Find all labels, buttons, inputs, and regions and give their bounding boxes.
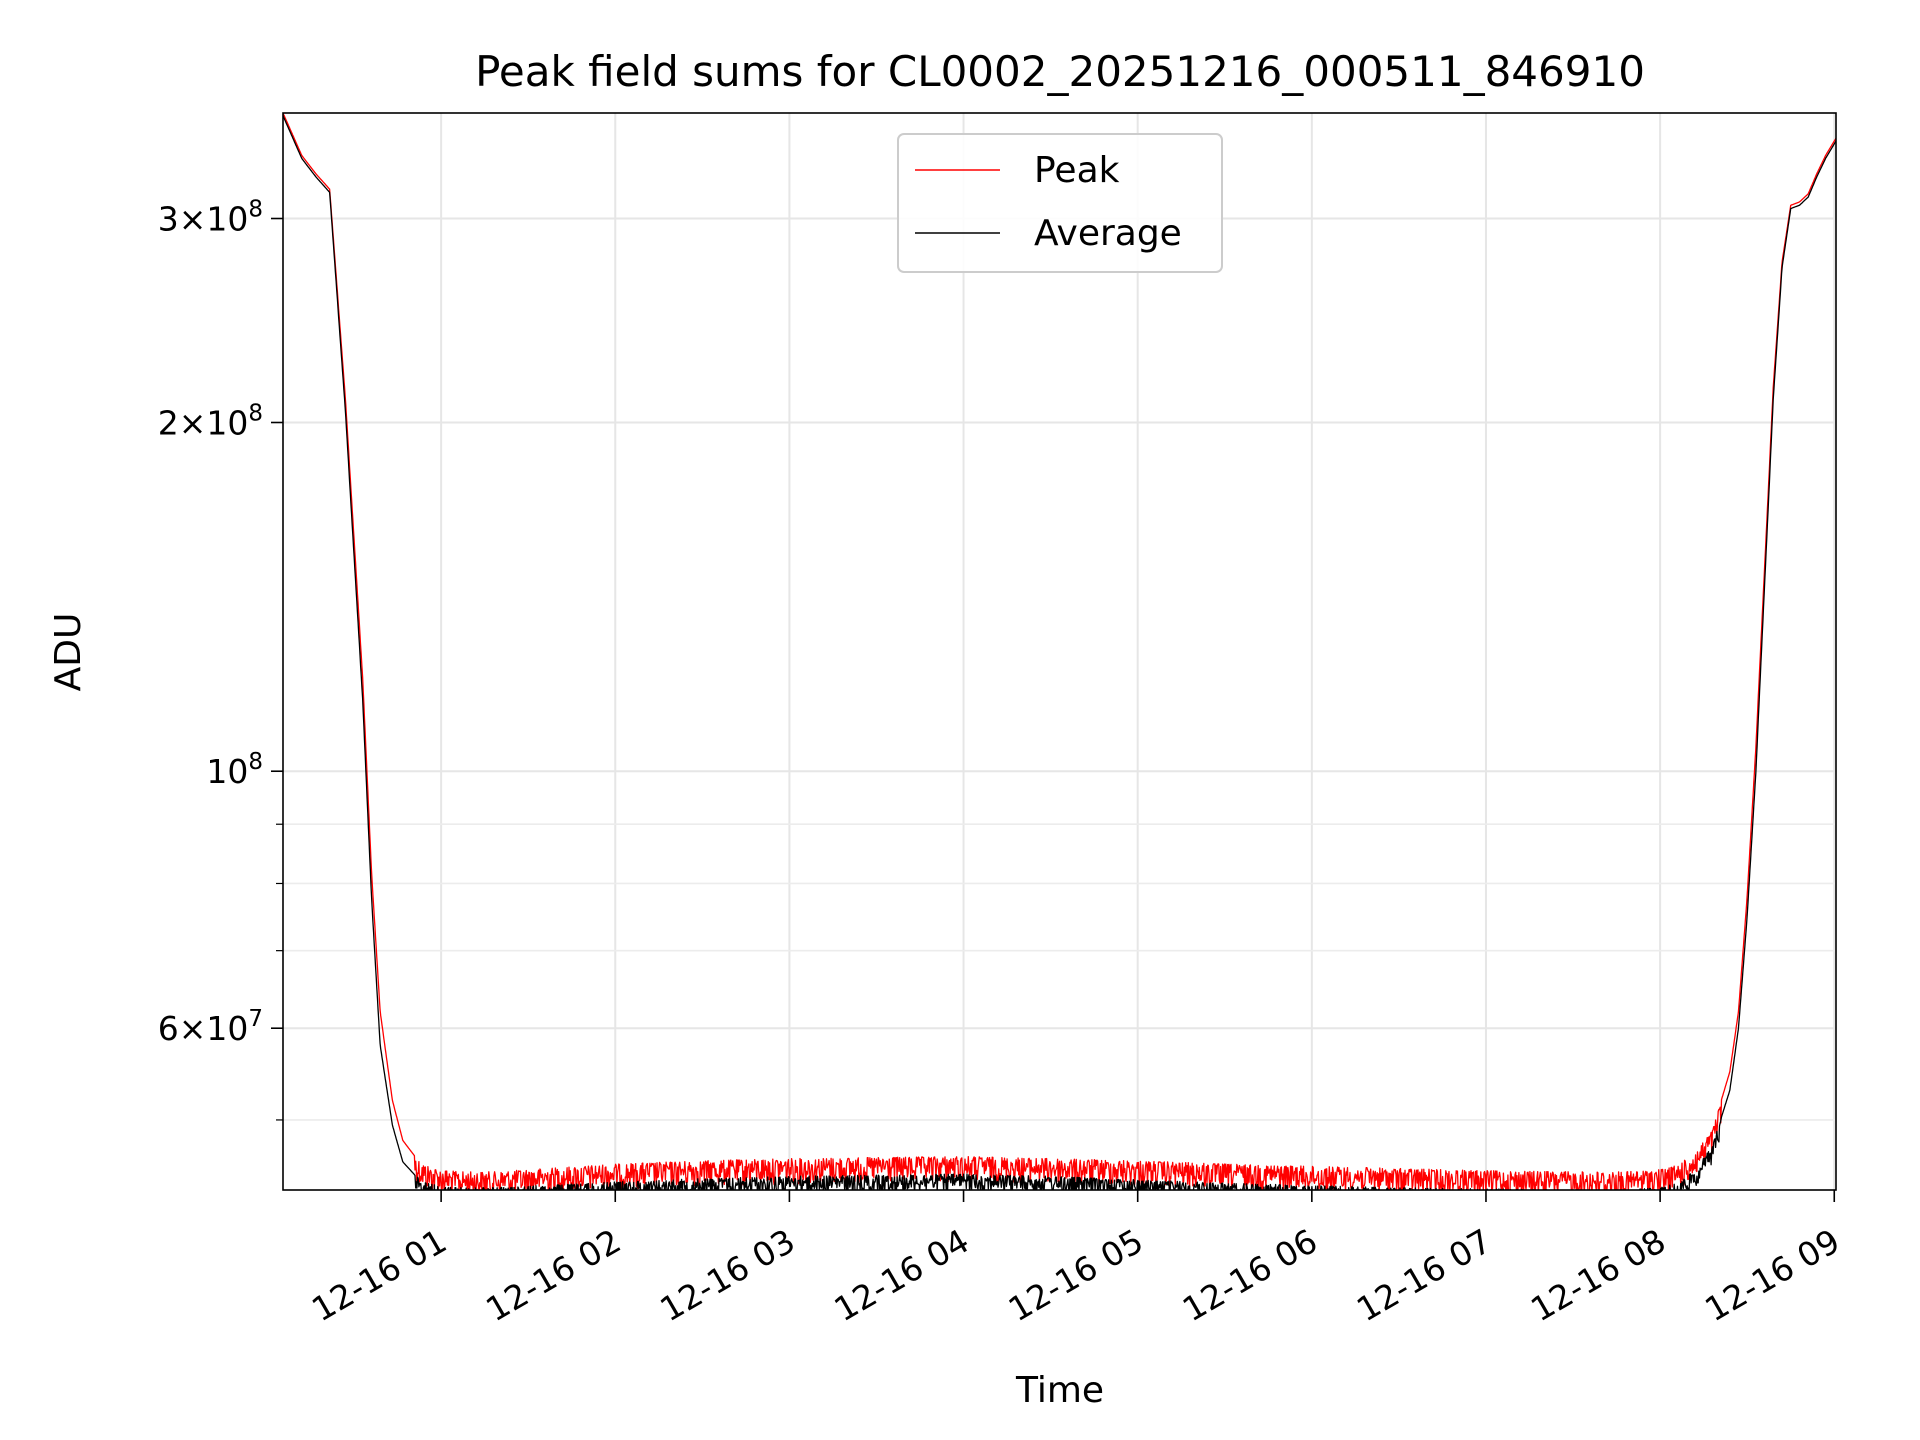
legend: Peak Average xyxy=(897,133,1223,273)
y-tick-mantissa: 2 xyxy=(158,403,179,442)
legend-label-average: Average xyxy=(1034,213,1182,254)
y-tick-label: 2×108 xyxy=(158,400,263,442)
y-tick-times-sign: × xyxy=(179,1009,207,1048)
y-tick-mantissa: 6 xyxy=(158,1009,179,1048)
y-tick-times-sign: × xyxy=(179,200,207,239)
y-tick-label: 108 xyxy=(206,749,263,791)
plot-frame xyxy=(282,112,1837,1191)
y-tick-exponent: 8 xyxy=(248,749,263,775)
chart-title: Peak field sums for CL0002_20251216_0005… xyxy=(475,47,1645,96)
grid-lines xyxy=(283,113,1836,1190)
series-layer xyxy=(283,113,1836,1190)
legend-label-peak: Peak xyxy=(1034,150,1120,191)
y-tick-exponent: 8 xyxy=(248,197,263,223)
y-axis-label: ADU xyxy=(48,613,89,692)
y-tick-exponent: 8 xyxy=(248,400,263,426)
series-line-average xyxy=(283,115,1836,1190)
series-line-peak xyxy=(283,113,1836,1190)
plot-area xyxy=(283,113,1836,1190)
y-tick-base: 10 xyxy=(206,752,248,791)
y-tick-label: 6×107 xyxy=(158,1006,263,1048)
y-tick-label: 3×108 xyxy=(158,197,263,239)
y-tick-exponent: 7 xyxy=(248,1006,263,1032)
y-tick-base: 10 xyxy=(206,1009,248,1048)
y-tick-times-sign: × xyxy=(179,403,207,442)
x-axis-label: Time xyxy=(1015,1370,1104,1411)
y-tick-base: 10 xyxy=(206,200,248,239)
y-tick-mantissa: 3 xyxy=(158,200,179,239)
legend-box xyxy=(897,133,1223,273)
y-tick-base: 10 xyxy=(206,403,248,442)
